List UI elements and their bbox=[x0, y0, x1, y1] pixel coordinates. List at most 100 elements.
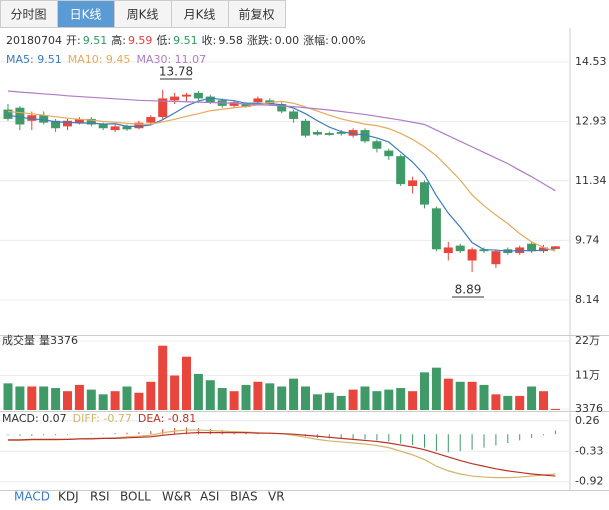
quote-value: 9.51 bbox=[83, 34, 108, 47]
indicator-tab[interactable]: BIAS bbox=[230, 490, 258, 504]
line-series bbox=[8, 432, 556, 477]
candle-body bbox=[550, 246, 560, 249]
volume-bar bbox=[63, 391, 72, 410]
candle-body bbox=[15, 107, 25, 125]
indicator-tab[interactable]: KDJ bbox=[58, 490, 79, 504]
y-tick-label: 3376 bbox=[575, 402, 603, 415]
indicator-tab[interactable]: RSI bbox=[90, 490, 110, 504]
candle-body bbox=[158, 98, 168, 118]
volume-bar bbox=[467, 381, 477, 410]
volume-bar bbox=[503, 395, 513, 410]
legend-entry: MA30: 11.07 bbox=[136, 53, 206, 66]
tab[interactable] bbox=[0, 0, 58, 28]
volume-value: 量3376 bbox=[39, 334, 78, 347]
candle-body bbox=[205, 96, 215, 103]
candle-body bbox=[539, 247, 548, 252]
volume-bar bbox=[170, 375, 180, 410]
indicator-tab[interactable]: MACD bbox=[14, 490, 50, 504]
volume-bar bbox=[146, 381, 156, 410]
candle-body bbox=[277, 104, 287, 112]
indicator-tab[interactable]: VR bbox=[268, 490, 285, 504]
volume-bar bbox=[158, 345, 168, 410]
volume-bar bbox=[312, 394, 322, 410]
candle-body bbox=[229, 102, 239, 106]
annotation: 13.78 bbox=[159, 65, 193, 79]
candle-body bbox=[3, 109, 13, 119]
tab-label[interactable]: 日K线 bbox=[70, 8, 102, 22]
indicator-tab[interactable]: W&R bbox=[162, 490, 192, 504]
legend-entry: DEA: -0.81 bbox=[138, 412, 196, 425]
tab-label[interactable]: 月K线 bbox=[184, 8, 216, 22]
y-tick-label: 8.14 bbox=[575, 293, 600, 306]
line-series bbox=[7, 90, 556, 192]
line-series bbox=[7, 97, 556, 252]
quote-value: 9.58 bbox=[218, 34, 243, 47]
volume-bar bbox=[217, 388, 227, 410]
volume-bar bbox=[420, 372, 429, 410]
candle-body bbox=[110, 126, 120, 131]
volume-bar bbox=[324, 392, 334, 410]
volume-bar bbox=[527, 386, 537, 410]
y-tick-label: 0.26 bbox=[575, 414, 600, 427]
volume-label: 成交量 bbox=[2, 333, 35, 347]
y-tick-label: -0.92 bbox=[575, 475, 603, 488]
volume-title: 成交量 量3376 bbox=[2, 333, 78, 347]
annotation: 8.89 bbox=[455, 283, 482, 297]
quote-label: 高: bbox=[111, 33, 126, 47]
quote-label: 开: bbox=[66, 34, 81, 47]
candle-body bbox=[39, 115, 49, 123]
candle-body bbox=[193, 92, 203, 99]
volume-bar bbox=[289, 378, 299, 410]
candle-body bbox=[134, 122, 144, 129]
volume-bar bbox=[74, 384, 84, 410]
candle-body bbox=[336, 131, 346, 134]
candle-body bbox=[491, 251, 501, 265]
volume-bar bbox=[479, 384, 489, 410]
volume-bar bbox=[39, 386, 49, 410]
volume-bar bbox=[336, 395, 346, 410]
volume-bar bbox=[110, 391, 120, 410]
indicator-tab[interactable]: BOLL bbox=[120, 490, 151, 504]
candle-body bbox=[396, 156, 406, 185]
line-series bbox=[7, 100, 556, 252]
volume-bar bbox=[550, 408, 560, 410]
quote-label: 收: bbox=[202, 33, 217, 47]
candle-body bbox=[253, 98, 263, 103]
volume-bar bbox=[491, 394, 501, 410]
candle-body bbox=[98, 124, 108, 129]
candle-body bbox=[122, 126, 132, 130]
tab-label[interactable]: 分时图 bbox=[10, 8, 46, 22]
indicator-tab[interactable]: ASI bbox=[200, 490, 219, 504]
tab[interactable] bbox=[171, 0, 229, 28]
volume-bar bbox=[515, 395, 525, 410]
volume-bar bbox=[253, 381, 263, 410]
tab[interactable] bbox=[114, 0, 172, 28]
tab[interactable] bbox=[57, 0, 115, 28]
legend-entry: DIFF: -0.77 bbox=[73, 412, 132, 425]
tab-label[interactable]: 前复权 bbox=[238, 7, 274, 22]
candle-body bbox=[51, 120, 61, 129]
volume-bar bbox=[408, 391, 418, 410]
quote-value: 0.00 bbox=[275, 34, 300, 47]
volume-bar bbox=[241, 384, 251, 410]
tab-label[interactable]: 周K线 bbox=[127, 8, 159, 22]
volume-bar bbox=[51, 388, 61, 410]
candle-body bbox=[443, 247, 453, 254]
candle-body bbox=[74, 118, 84, 123]
quote-line: 20180704 开: 9.51 高: 9.59 低: 9.51 收: 9.58 涨跌: 0.00 涨… bbox=[6, 33, 366, 47]
quote-value: 0.00% bbox=[331, 34, 366, 47]
legend: MA5: 9.51 MA10: 9.45 MA30: 11.07 bbox=[6, 53, 206, 66]
candle-body bbox=[27, 115, 37, 121]
y-tick-label: 11.34 bbox=[575, 174, 607, 187]
candle-body bbox=[408, 180, 418, 186]
candle-body bbox=[86, 118, 96, 125]
volume-bar bbox=[360, 386, 370, 410]
quote-date: 20180704 bbox=[6, 34, 62, 47]
candle-body bbox=[312, 131, 322, 135]
legend-entry: MA10: 9.45 bbox=[68, 53, 131, 66]
tab[interactable] bbox=[228, 0, 286, 28]
candle-body bbox=[324, 133, 334, 135]
volume-bar bbox=[229, 391, 239, 410]
